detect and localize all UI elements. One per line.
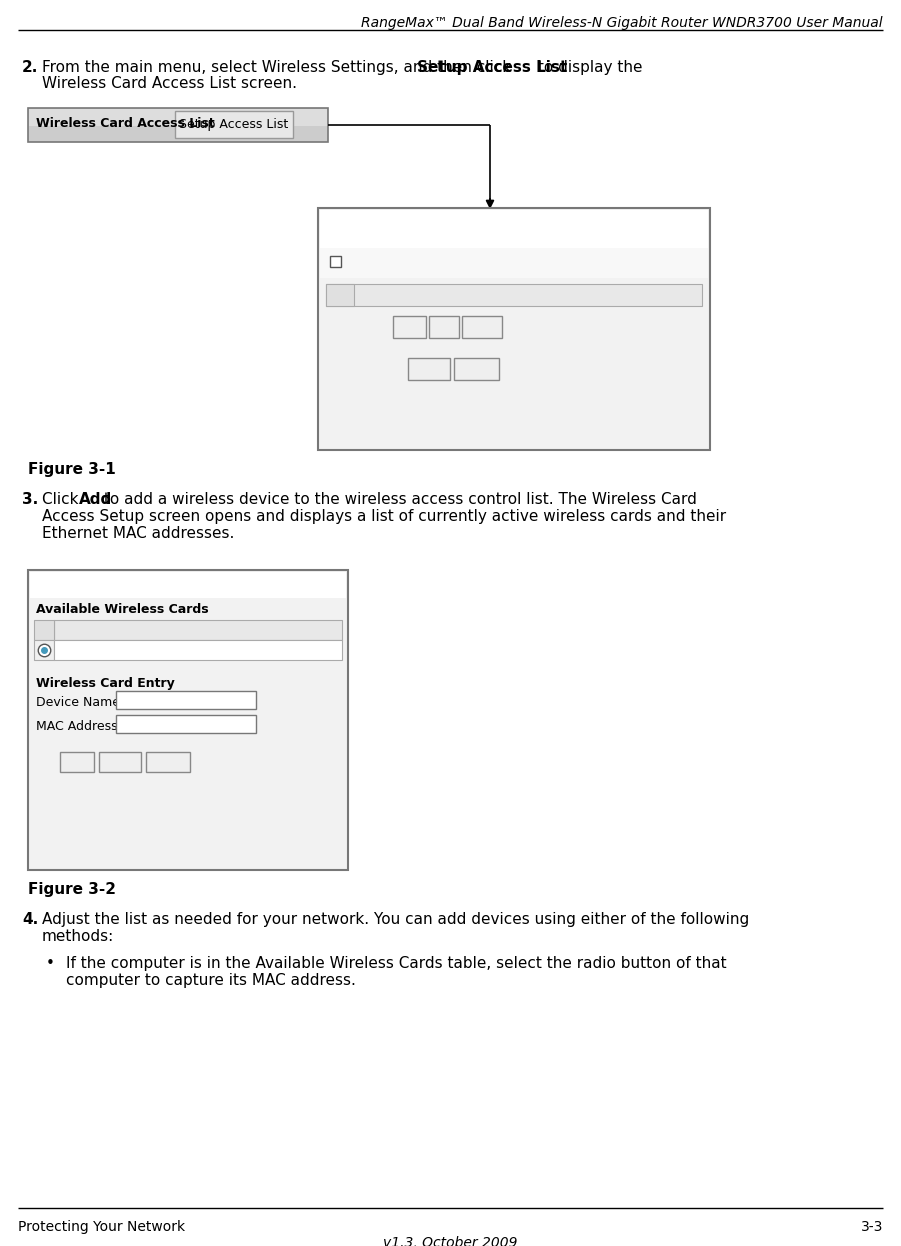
Text: Device Name:: Device Name: bbox=[36, 697, 124, 709]
Bar bbox=[116, 692, 256, 709]
Text: 3-3: 3-3 bbox=[860, 1220, 883, 1234]
Bar bbox=[34, 621, 54, 640]
Text: MAC Address:: MAC Address: bbox=[36, 720, 122, 733]
Text: Device Name: Device Name bbox=[103, 624, 189, 637]
Text: •: • bbox=[46, 956, 55, 971]
Text: Ethernet MAC addresses.: Ethernet MAC addresses. bbox=[42, 526, 234, 541]
Text: Setup Access List: Setup Access List bbox=[179, 118, 288, 131]
Bar bbox=[29, 108, 327, 126]
Text: to add a wireless device to the wireless access control list. The Wireless Card: to add a wireless device to the wireless… bbox=[99, 492, 697, 507]
Text: Add: Add bbox=[79, 492, 112, 507]
Text: 4.: 4. bbox=[22, 912, 38, 927]
Text: Cancel: Cancel bbox=[455, 363, 497, 375]
Text: Wireless Card Access List screen.: Wireless Card Access List screen. bbox=[42, 76, 297, 91]
Bar bbox=[146, 753, 190, 773]
Bar bbox=[60, 753, 94, 773]
Text: RangeMax™ Dual Band Wireless-N Gigabit Router WNDR3700 User Manual: RangeMax™ Dual Band Wireless-N Gigabit R… bbox=[361, 16, 883, 30]
Text: Available Wireless Cards: Available Wireless Cards bbox=[36, 603, 209, 616]
Text: 00:0f:b5:0d:ab:19: 00:0f:b5:0d:ab:19 bbox=[120, 716, 225, 729]
Bar bbox=[454, 358, 499, 380]
Text: methods:: methods: bbox=[42, 930, 114, 944]
Bar bbox=[116, 715, 256, 733]
Bar bbox=[326, 284, 702, 307]
Text: 2.: 2. bbox=[22, 60, 39, 75]
Text: From the main menu, select Wireless Settings, and then click: From the main menu, select Wireless Sett… bbox=[42, 60, 516, 75]
Text: Add: Add bbox=[396, 320, 421, 333]
Text: Setup Access List: Setup Access List bbox=[417, 60, 568, 75]
Text: computer to capture its MAC address.: computer to capture its MAC address. bbox=[66, 973, 356, 988]
Bar bbox=[34, 640, 54, 660]
Bar bbox=[429, 316, 459, 338]
Text: 3.: 3. bbox=[22, 492, 38, 507]
Bar bbox=[393, 316, 426, 338]
Text: MAC Address: MAC Address bbox=[212, 624, 299, 637]
Text: Refresh: Refresh bbox=[146, 755, 190, 768]
Text: Cancel: Cancel bbox=[100, 755, 140, 768]
Bar bbox=[320, 211, 708, 252]
Bar bbox=[28, 108, 328, 142]
Text: Figure 3-1: Figure 3-1 bbox=[28, 462, 115, 477]
Text: 9300UNIT2: 9300UNIT2 bbox=[114, 644, 178, 657]
Text: Wireless Card Access List: Wireless Card Access List bbox=[330, 218, 548, 233]
Text: v1.3, October 2009: v1.3, October 2009 bbox=[383, 1236, 517, 1246]
Text: Mac Address: Mac Address bbox=[560, 289, 650, 302]
Text: Click: Click bbox=[42, 492, 84, 507]
Bar bbox=[30, 572, 346, 598]
Text: Adjust the list as needed for your network. You can add devices using either of : Adjust the list as needed for your netwo… bbox=[42, 912, 750, 927]
Text: Apply: Apply bbox=[412, 363, 447, 375]
Bar bbox=[54, 621, 342, 640]
Bar bbox=[462, 316, 502, 338]
Bar bbox=[54, 640, 342, 660]
Text: Protecting Your Network: Protecting Your Network bbox=[18, 1220, 185, 1234]
Bar bbox=[28, 569, 348, 870]
Text: If the computer is in the Available Wireless Cards table, select the radio butto: If the computer is in the Available Wire… bbox=[66, 956, 726, 971]
Bar bbox=[320, 248, 708, 278]
Text: Edit: Edit bbox=[432, 320, 456, 333]
Text: Access Setup screen opens and displays a list of currently active wireless cards: Access Setup screen opens and displays a… bbox=[42, 510, 726, 525]
Bar bbox=[326, 284, 354, 307]
Text: Wireless Card Access List: Wireless Card Access List bbox=[36, 117, 214, 130]
Text: Wireless Card Entry: Wireless Card Entry bbox=[36, 677, 175, 690]
Text: Add: Add bbox=[66, 755, 88, 768]
Bar bbox=[99, 753, 141, 773]
Text: Delete: Delete bbox=[461, 320, 503, 333]
Bar bbox=[330, 255, 341, 267]
Text: Wireless Card Access Setup: Wireless Card Access Setup bbox=[38, 577, 245, 591]
Text: 00:0f:b5:0d:ab:19: 00:0f:b5:0d:ab:19 bbox=[203, 644, 308, 657]
Bar bbox=[318, 208, 710, 450]
Text: Device Name: Device Name bbox=[430, 289, 522, 302]
Text: to display the: to display the bbox=[532, 60, 642, 75]
Bar bbox=[175, 111, 293, 138]
Bar bbox=[408, 358, 450, 380]
Text: Turn Access Control On: Turn Access Control On bbox=[344, 255, 488, 268]
Text: 9300UNIT2: 9300UNIT2 bbox=[120, 692, 185, 705]
Text: Figure 3-2: Figure 3-2 bbox=[28, 882, 116, 897]
